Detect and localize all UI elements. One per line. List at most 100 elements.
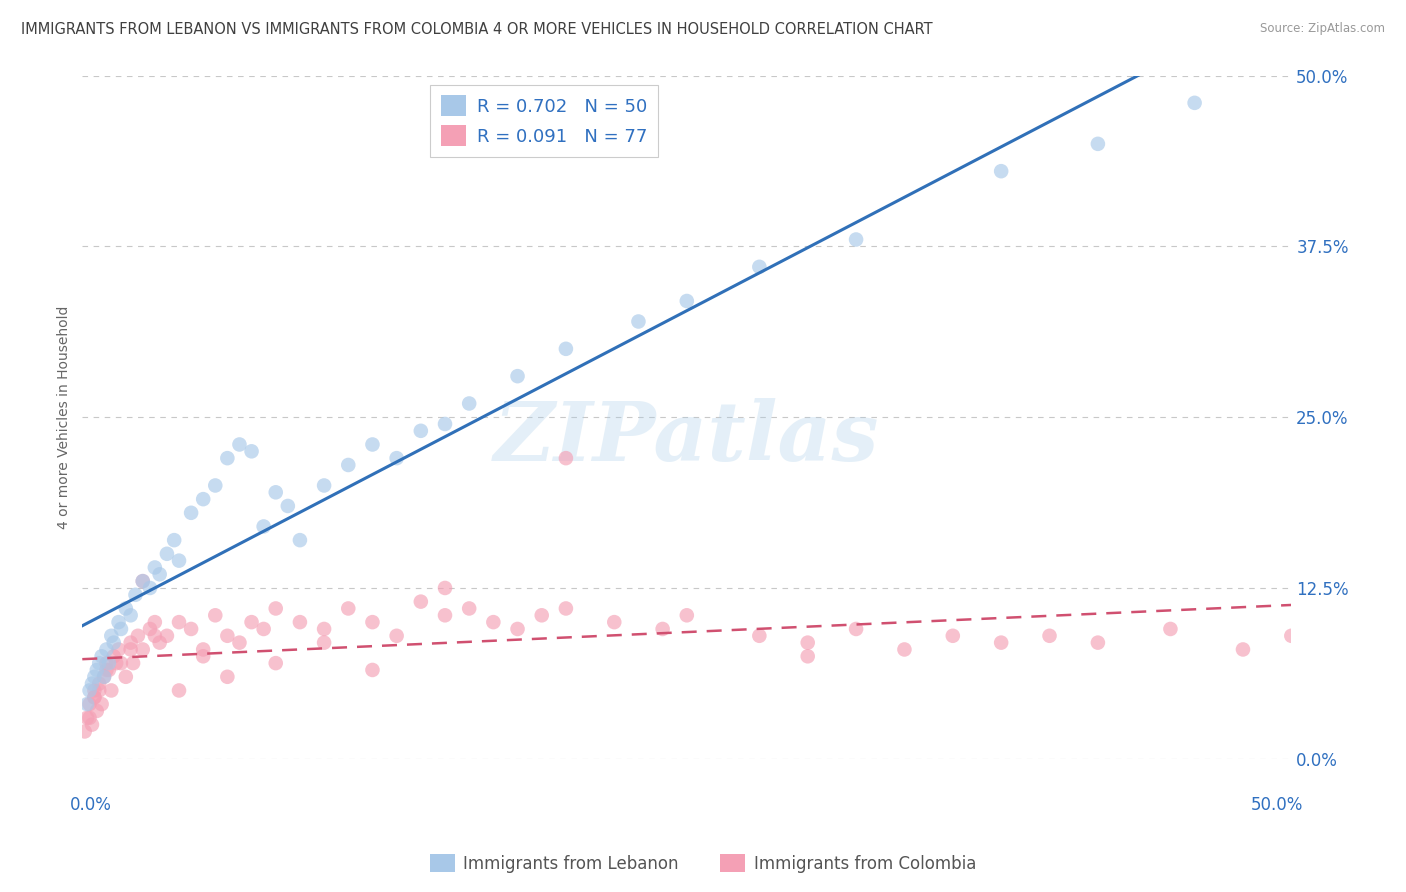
Point (132, 642, 155, 657)
Point (100, 629, 122, 643)
Point (89, 656, 111, 670)
Point (143, 615, 166, 629)
Point (314, 478, 336, 492)
Point (193, 649, 215, 664)
Point (554, 342, 576, 356)
Point (675, 608, 697, 623)
Point (458, 601, 481, 615)
Point (97, 656, 120, 670)
Point (76, 697, 98, 711)
Point (228, 635, 250, 649)
Point (385, 629, 408, 643)
Point (76, 711, 98, 725)
Point (103, 649, 125, 664)
Text: ZIPatlas: ZIPatlas (494, 398, 880, 477)
Point (748, 629, 770, 643)
Point (143, 629, 166, 643)
Point (337, 601, 360, 615)
Point (127, 629, 149, 643)
Point (1087, 635, 1109, 649)
Point (139, 581, 162, 595)
Point (651, 622, 673, 636)
Point (434, 608, 457, 623)
Point (96, 656, 118, 670)
Point (361, 663, 384, 677)
Point (86, 663, 108, 677)
Point (748, 260, 770, 274)
Point (90, 649, 112, 664)
Point (942, 629, 965, 643)
Point (93, 670, 115, 684)
Y-axis label: 4 or more Vehicles in Household: 4 or more Vehicles in Household (58, 305, 72, 529)
Point (1279, 629, 1302, 643)
Point (93, 670, 115, 684)
Point (193, 492, 215, 507)
Point (204, 478, 226, 492)
Point (83, 690, 105, 705)
Point (120, 635, 142, 649)
Point (434, 581, 457, 595)
Point (83, 670, 105, 684)
Point (506, 622, 529, 636)
Point (107, 615, 129, 629)
Point (990, 635, 1012, 649)
Point (156, 547, 179, 561)
Point (482, 615, 505, 629)
Point (554, 451, 576, 466)
Point (114, 670, 136, 684)
Point (97, 663, 120, 677)
Point (167, 683, 190, 698)
Text: IMMIGRANTS FROM LEBANON VS IMMIGRANTS FROM COLOMBIA 4 OR MORE VEHICLES IN HOUSEH: IMMIGRANTS FROM LEBANON VS IMMIGRANTS FR… (21, 22, 932, 37)
Point (228, 437, 250, 451)
Point (122, 656, 145, 670)
Point (530, 608, 553, 623)
Point (79, 683, 101, 698)
Point (132, 574, 155, 588)
Text: 50.0%: 50.0% (1251, 797, 1303, 814)
Point (1159, 622, 1181, 636)
Point (1087, 136, 1109, 151)
Point (139, 622, 162, 636)
Point (100, 683, 122, 698)
Point (83, 690, 105, 705)
Point (337, 458, 360, 472)
Point (180, 622, 202, 636)
Point (506, 369, 529, 384)
Point (103, 635, 125, 649)
Point (240, 444, 263, 458)
Point (204, 608, 226, 623)
Point (143, 560, 166, 574)
Point (110, 656, 132, 670)
Point (893, 642, 915, 657)
Point (264, 656, 287, 670)
Point (132, 574, 155, 588)
Point (217, 629, 239, 643)
Point (193, 642, 215, 657)
Point (83, 683, 105, 698)
Point (163, 533, 186, 548)
Point (1038, 629, 1060, 643)
Point (110, 622, 132, 636)
Point (845, 233, 868, 247)
Point (288, 615, 311, 629)
Point (603, 615, 626, 629)
Point (264, 601, 287, 615)
Legend: Immigrants from Lebanon, Immigrants from Colombia: Immigrants from Lebanon, Immigrants from… (423, 847, 983, 880)
Point (627, 314, 650, 328)
Point (277, 499, 299, 513)
Point (1184, 95, 1206, 110)
Point (253, 622, 276, 636)
Point (361, 615, 384, 629)
Point (105, 656, 128, 670)
Point (314, 635, 336, 649)
Point (96, 642, 118, 657)
Point (149, 635, 172, 649)
Point (124, 588, 146, 602)
Point (89, 676, 111, 690)
Point (458, 396, 481, 410)
Point (120, 642, 142, 657)
Point (217, 451, 239, 466)
Text: 0.0%: 0.0% (70, 797, 112, 814)
Point (80, 717, 103, 731)
Point (167, 615, 190, 629)
